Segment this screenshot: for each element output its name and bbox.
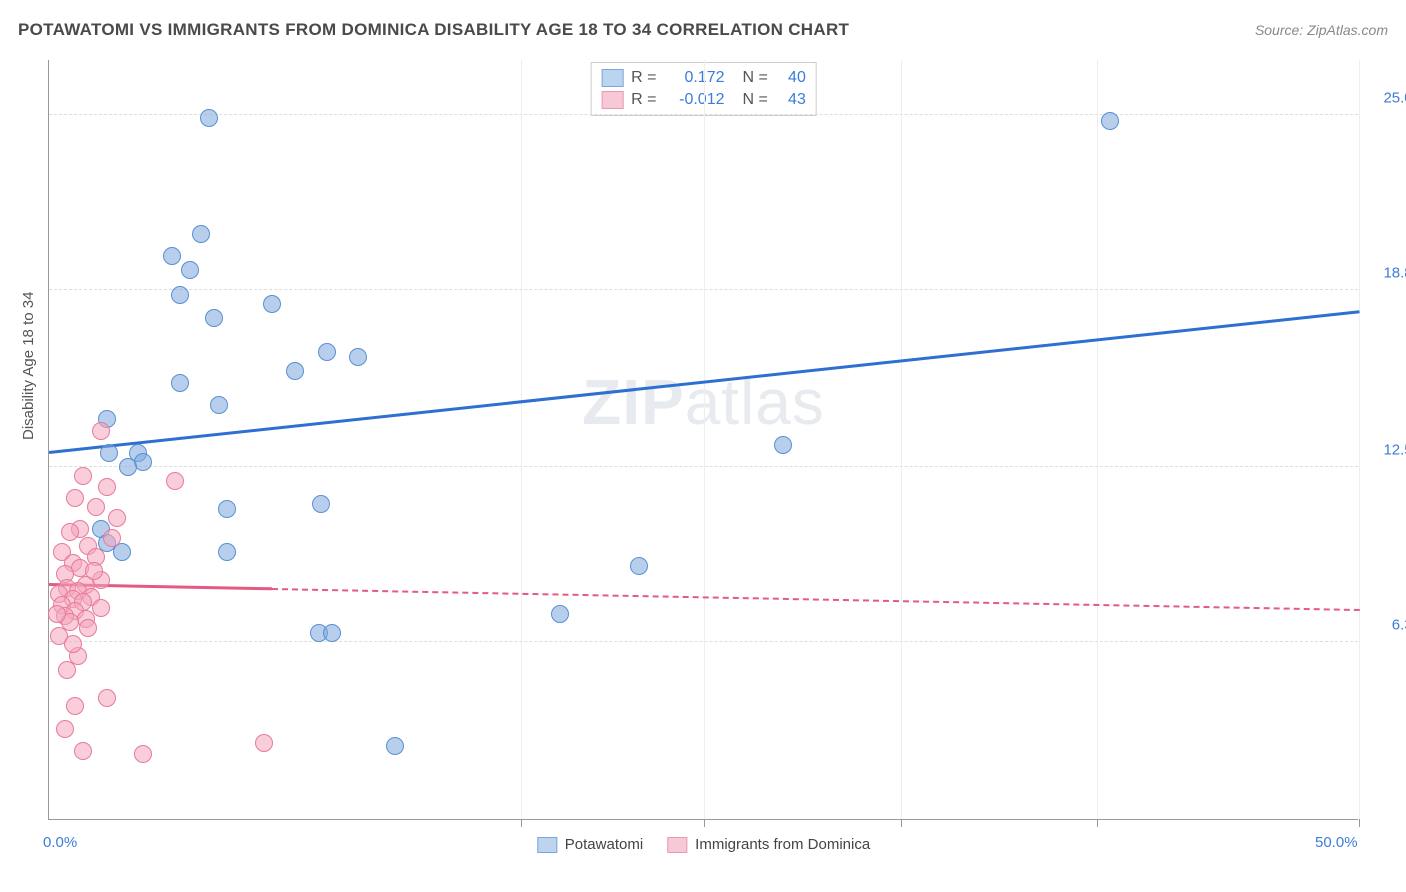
- data-point: [79, 619, 97, 637]
- data-point: [58, 661, 76, 679]
- series-legend: Potawatomi Immigrants from Dominica: [537, 836, 870, 853]
- chart-title: POTAWATOMI VS IMMIGRANTS FROM DOMINICA D…: [18, 20, 849, 40]
- data-point: [98, 689, 116, 707]
- data-point: [48, 605, 66, 623]
- data-point: [108, 509, 126, 527]
- legend-r-value: -0.012: [665, 91, 725, 109]
- legend-r-label: R =: [631, 69, 656, 87]
- gridline-vertical: [1097, 60, 1098, 819]
- data-point: [74, 742, 92, 760]
- data-point: [64, 635, 82, 653]
- correlation-chart: POTAWATOMI VS IMMIGRANTS FROM DOMINICA D…: [0, 0, 1406, 892]
- data-point: [218, 543, 236, 561]
- data-point: [66, 697, 84, 715]
- plot-area: ZIPatlas R =0.172N =40R =-0.012N =43 Pot…: [48, 60, 1358, 820]
- data-point: [263, 295, 281, 313]
- watermark-zip: ZIP: [582, 366, 685, 438]
- legend-swatch: [601, 69, 623, 87]
- data-point: [92, 599, 110, 617]
- data-point: [134, 745, 152, 763]
- data-point: [318, 343, 336, 361]
- data-point: [1101, 112, 1119, 130]
- legend-n-label: N =: [743, 91, 768, 109]
- data-point: [119, 458, 137, 476]
- data-point: [286, 362, 304, 380]
- data-point: [255, 734, 273, 752]
- data-point: [312, 495, 330, 513]
- x-axis-tick: [901, 819, 902, 827]
- series-legend-item: Potawatomi: [537, 836, 643, 853]
- data-point: [163, 247, 181, 265]
- y-tick-label: 25.0%: [1383, 90, 1406, 107]
- data-point: [100, 444, 118, 462]
- data-point: [56, 720, 74, 738]
- data-point: [85, 562, 103, 580]
- x-axis-tick: [521, 819, 522, 827]
- data-point: [92, 422, 110, 440]
- gridline-vertical: [521, 60, 522, 819]
- legend-swatch: [601, 91, 623, 109]
- data-point: [210, 396, 228, 414]
- y-tick-label: 6.3%: [1392, 616, 1406, 633]
- data-point: [61, 523, 79, 541]
- trend-line-dashed: [272, 588, 1359, 611]
- y-tick-label: 12.5%: [1383, 442, 1406, 459]
- data-point: [205, 309, 223, 327]
- series-legend-item: Immigrants from Dominica: [667, 836, 870, 853]
- data-point: [323, 624, 341, 642]
- gridline-vertical: [1359, 60, 1360, 819]
- legend-n-value: 40: [776, 69, 806, 87]
- title-bar: POTAWATOMI VS IMMIGRANTS FROM DOMINICA D…: [18, 20, 1388, 40]
- data-point: [103, 529, 121, 547]
- legend-swatch: [537, 837, 557, 853]
- data-point: [386, 737, 404, 755]
- data-point: [66, 489, 84, 507]
- x-tick-label: 0.0%: [43, 834, 77, 851]
- data-point: [98, 478, 116, 496]
- data-point: [171, 286, 189, 304]
- data-point: [218, 500, 236, 518]
- gridline-vertical: [704, 60, 705, 819]
- data-point: [181, 261, 199, 279]
- data-point: [630, 557, 648, 575]
- data-point: [774, 436, 792, 454]
- data-point: [349, 348, 367, 366]
- data-point: [166, 472, 184, 490]
- data-point: [134, 453, 152, 471]
- data-point: [171, 374, 189, 392]
- data-point: [74, 467, 92, 485]
- y-tick-label: 18.8%: [1383, 264, 1406, 281]
- legend-r-value: 0.172: [665, 69, 725, 87]
- legend-n-label: N =: [743, 69, 768, 87]
- data-point: [87, 498, 105, 516]
- x-axis-tick: [1097, 819, 1098, 827]
- legend-swatch: [667, 837, 687, 853]
- gridline-vertical: [901, 60, 902, 819]
- legend-r-label: R =: [631, 91, 656, 109]
- source-attribution: Source: ZipAtlas.com: [1255, 22, 1388, 38]
- data-point: [200, 109, 218, 127]
- y-axis-label: Disability Age 18 to 34: [20, 292, 37, 440]
- data-point: [192, 225, 210, 243]
- x-axis-tick: [1359, 819, 1360, 827]
- x-axis-tick: [704, 819, 705, 827]
- series-legend-label: Immigrants from Dominica: [695, 836, 870, 853]
- legend-n-value: 43: [776, 91, 806, 109]
- series-legend-label: Potawatomi: [565, 836, 643, 853]
- data-point: [551, 605, 569, 623]
- x-tick-label: 50.0%: [1315, 834, 1358, 851]
